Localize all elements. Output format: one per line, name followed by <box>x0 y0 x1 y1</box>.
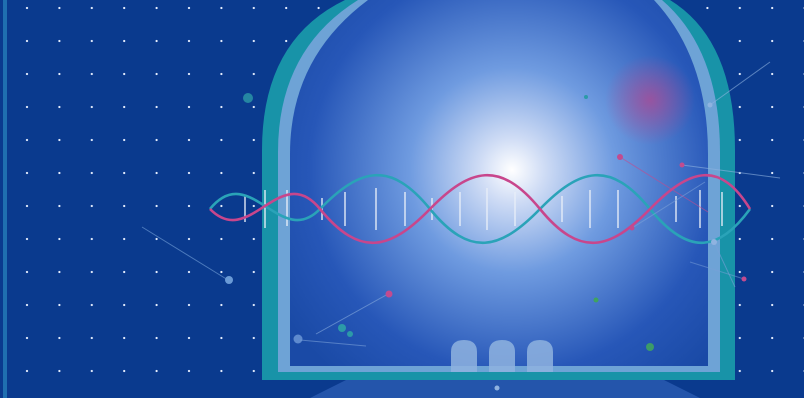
lab-pod-1 <box>451 340 477 372</box>
lab-pod-2 <box>489 340 515 372</box>
pink-glow-spot <box>605 55 695 145</box>
lab-pods <box>451 340 553 372</box>
dna-helix <box>208 173 752 245</box>
floating-particles <box>141 61 781 391</box>
dna-strand-pink <box>209 173 752 245</box>
dna-strand-teal <box>208 173 752 245</box>
floor-reflection <box>310 378 700 398</box>
dna-rungs <box>244 188 723 230</box>
arch-window-glow <box>290 0 708 366</box>
lab-pod-3 <box>527 340 553 372</box>
